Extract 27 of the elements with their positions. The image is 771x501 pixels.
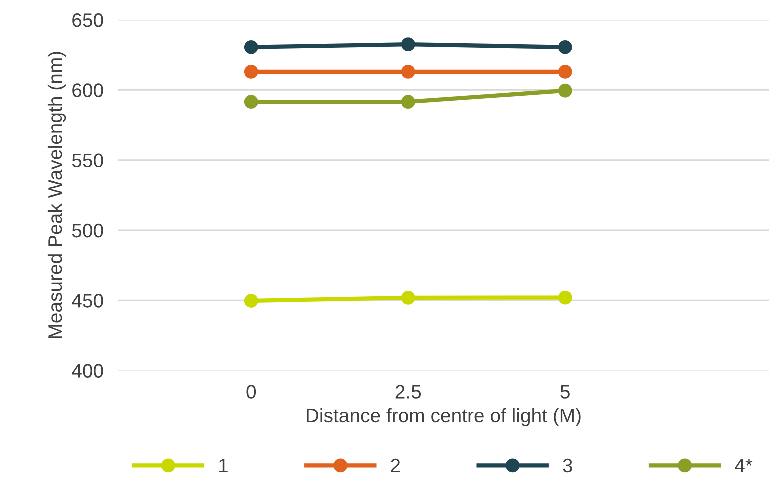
point	[244, 40, 258, 54]
x-tick-label: 2.5	[396, 385, 422, 399]
x-axis-title: Distance from centre of light (M)	[307, 408, 581, 426]
point	[401, 38, 416, 52]
legend-label: 2	[391, 458, 400, 472]
y-tick-label: 500	[72, 224, 104, 238]
point	[244, 65, 258, 79]
y-tick-label: 650	[72, 14, 104, 28]
point	[401, 290, 416, 305]
legend-label: 3	[563, 458, 572, 473]
point	[558, 290, 572, 305]
point	[401, 95, 416, 110]
x-tick-label: 0	[246, 385, 256, 399]
point	[558, 65, 572, 79]
point	[558, 84, 572, 98]
y-tick-label: 400	[72, 364, 104, 378]
y-axis-title: Measured Peak Wavelength (nm)	[48, 52, 66, 338]
point	[244, 294, 258, 308]
point	[401, 65, 416, 79]
y-tick-label: 550	[72, 154, 104, 168]
legend-label: 1	[220, 459, 228, 472]
legend-label: 4*	[735, 459, 753, 472]
point	[558, 40, 572, 54]
y-tick-label: 600	[72, 84, 104, 98]
y-tick-label: 450	[72, 294, 104, 308]
x-tick-label: 5	[560, 385, 570, 399]
point	[244, 95, 258, 110]
